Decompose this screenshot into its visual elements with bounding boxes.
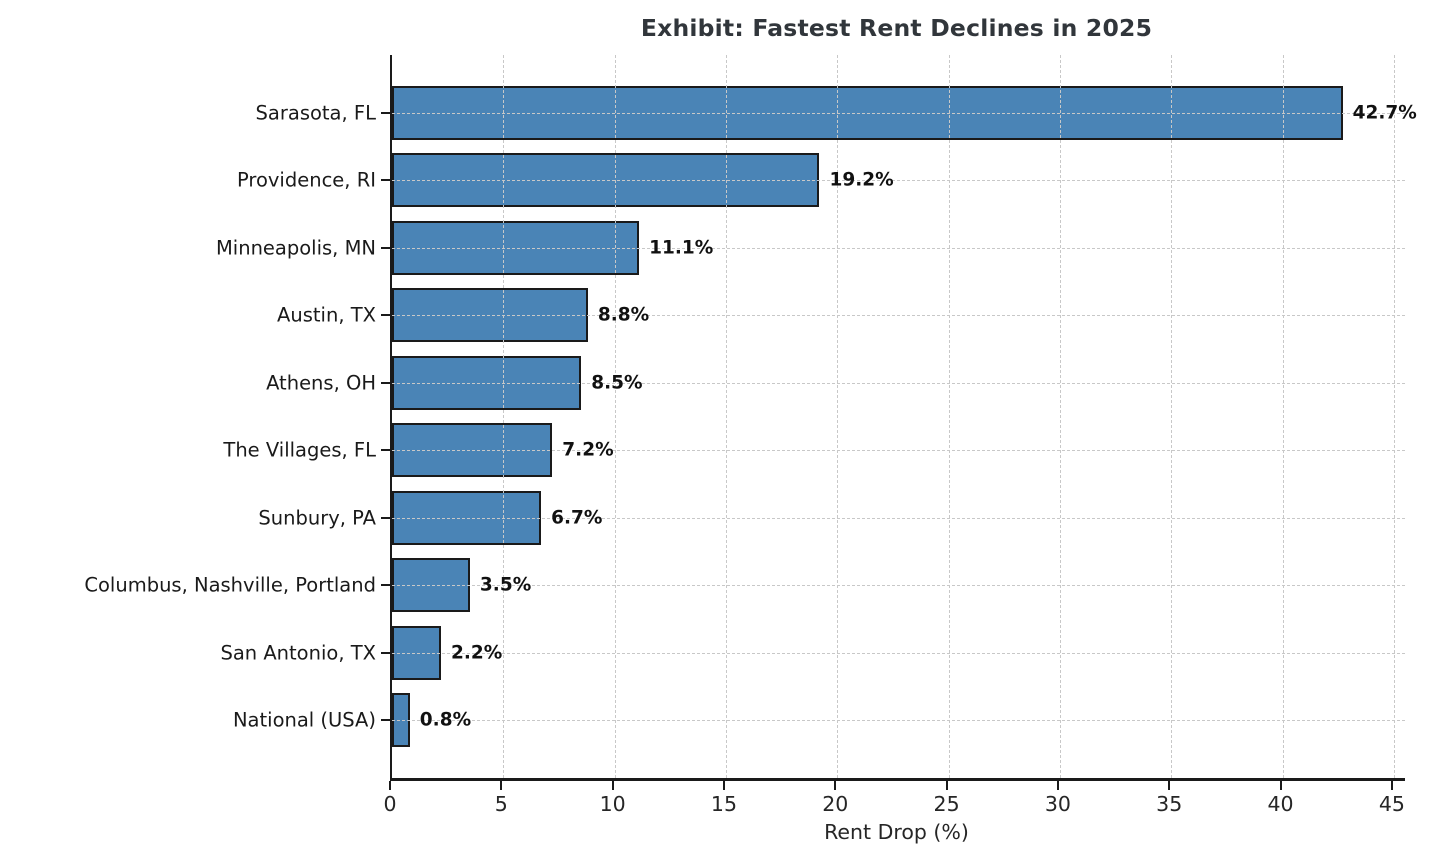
gridline-horizontal [392, 315, 1405, 317]
x-axis-label: Rent Drop (%) [824, 820, 969, 844]
category-label: Minneapolis, MN [215, 236, 376, 260]
value-label: 3.5% [479, 574, 532, 596]
gridline-horizontal [392, 112, 1405, 114]
gridline-vertical [725, 55, 727, 778]
x-tick-mark [500, 781, 503, 790]
gridline-vertical [837, 55, 839, 778]
gridline-horizontal [392, 720, 1405, 722]
x-tick-mark [1056, 781, 1059, 790]
gridline-horizontal [392, 180, 1405, 182]
category-label: The Villages, FL [223, 438, 376, 462]
x-tick-label: 20 [822, 792, 849, 816]
x-tick-label: 40 [1267, 792, 1294, 816]
gridline-horizontal [392, 585, 1405, 587]
x-tick-label: 45 [1378, 792, 1405, 816]
gridline-horizontal [392, 450, 1405, 452]
category-label: National (USA) [232, 708, 376, 732]
value-label: 11.1% [649, 237, 714, 259]
x-tick-mark [945, 781, 948, 790]
x-axis: 0 5 10 15 20 25 30 35 40 45 [383, 778, 1405, 820]
category-label: Sarasota, FL [255, 101, 376, 125]
x-tick-label: 5 [494, 792, 508, 816]
value-label: 6.7% [551, 507, 603, 529]
x-tick-label: 25 [933, 792, 960, 816]
y-tick-mark [381, 111, 390, 114]
gridline-vertical [1393, 55, 1395, 778]
x-tick-mark [611, 781, 614, 790]
x-tick-label: 0 [383, 792, 397, 816]
x-tick-mark [1390, 781, 1393, 790]
y-tick-mark [381, 381, 390, 384]
y-tick-mark [381, 584, 390, 587]
value-label: 8.8% [597, 304, 650, 326]
gridline-vertical [1282, 55, 1284, 778]
category-label: Columbus, Nashville, Portland [84, 573, 376, 597]
gridline-vertical [503, 55, 505, 778]
x-tick-mark [834, 781, 837, 790]
bar-row: Austin, TX 8.8% [277, 282, 1405, 350]
bar-row: The Villages, FL 7.2% [223, 417, 1405, 485]
value-label: 2.2% [450, 642, 503, 664]
x-tick-label: 35 [1156, 792, 1183, 816]
value-label: 8.5% [591, 372, 643, 394]
x-tick-mark [389, 781, 391, 790]
gridline-vertical [1171, 55, 1173, 778]
category-label: Providence, RI [236, 168, 376, 192]
gridline-vertical [1059, 55, 1061, 778]
y-tick-mark [381, 719, 390, 722]
x-tick-label: 30 [1044, 792, 1071, 816]
y-tick-mark [381, 246, 390, 249]
gridline-vertical [948, 55, 950, 778]
bar-row: Columbus, Nashville, Portland 3.5% [84, 552, 1405, 620]
x-tick-mark [722, 781, 725, 790]
value-label: 19.2% [829, 169, 894, 191]
x-tick-mark [1168, 781, 1171, 790]
category-label: San Antonio, TX [220, 641, 376, 665]
category-label: Austin, TX [277, 303, 376, 327]
value-label: 7.2% [562, 439, 614, 461]
gridline-vertical [614, 55, 616, 778]
gridline-horizontal [392, 247, 1405, 249]
gridline-horizontal [392, 517, 1405, 519]
y-tick-mark [381, 651, 390, 654]
x-tick-mark [1279, 781, 1282, 790]
bar-row: National (USA) 0.8% [233, 687, 1405, 755]
y-tick-mark [381, 179, 390, 182]
gridline-horizontal [392, 382, 1405, 384]
y-tick-mark [381, 449, 390, 452]
value-label: 0.8% [419, 709, 472, 731]
category-label: Athens, OH [266, 371, 376, 395]
bar-row: San Antonio, TX 2.2% [220, 619, 1405, 687]
value-label: 42.7% [1352, 102, 1417, 124]
bar-row: Sunbury, PA 6.7% [258, 484, 1405, 552]
bar-row: Minneapolis, MN 11.1% [216, 214, 1405, 282]
bar-row: Providence, RI 19.2% [237, 147, 1405, 215]
bar-row: Sarasota, FL 42.7% [256, 79, 1417, 147]
category-label: Sunbury, PA [258, 506, 376, 530]
plot-area: Sarasota, FL 42.7% Providence, RI 19.2% Minn… [84, 55, 1417, 781]
gridline-horizontal [392, 652, 1405, 654]
y-tick-mark [381, 516, 390, 519]
chart-title: Exhibit: Fastest Rent Declines in 2025 [640, 14, 1153, 42]
bar-row: Athens, OH 8.5% [266, 349, 1405, 417]
x-tick-label: 15 [710, 792, 737, 816]
x-tick-label: 10 [599, 792, 626, 816]
y-tick-mark [381, 314, 390, 317]
